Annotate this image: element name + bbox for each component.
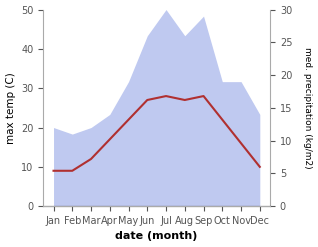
Y-axis label: max temp (C): max temp (C) [5, 72, 16, 144]
X-axis label: date (month): date (month) [115, 231, 198, 242]
Y-axis label: med. precipitation (kg/m2): med. precipitation (kg/m2) [303, 47, 313, 169]
